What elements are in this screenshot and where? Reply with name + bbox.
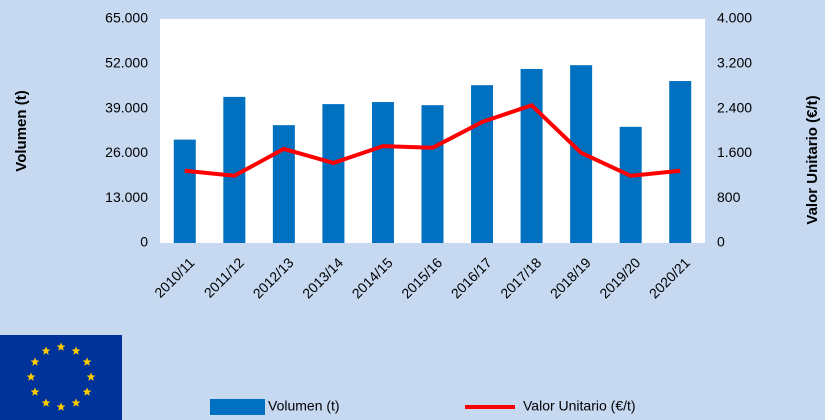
flag-star — [26, 372, 36, 381]
x-tick-label: 2014/15 — [349, 254, 396, 301]
y-tick-label: 52.000 — [105, 55, 148, 71]
flag-star — [82, 387, 92, 396]
y-tick-label: 39.000 — [105, 99, 148, 115]
bar — [223, 96, 246, 243]
bar — [619, 126, 642, 243]
flag-star — [41, 346, 51, 355]
bar — [471, 85, 494, 243]
y2-tick-label: 1.600 — [717, 144, 752, 160]
bar — [421, 105, 444, 244]
bar — [272, 125, 295, 243]
y-tick-label: 26.000 — [105, 144, 148, 160]
y2-tick-label: 800 — [717, 189, 741, 205]
y2-tick-label: 0 — [717, 234, 725, 250]
x-tick-label: 2010/11 — [151, 254, 198, 301]
legend-label: Valor Unitario (€/t) — [523, 398, 636, 414]
bar — [322, 104, 345, 244]
y-tick-label: 13.000 — [105, 189, 148, 205]
x-tick-label: 2018/19 — [547, 254, 594, 301]
x-tick-label: 2012/13 — [250, 254, 297, 301]
x-tick-label: 2016/17 — [448, 254, 495, 301]
legend-label: Volumen (t) — [268, 398, 340, 414]
x-tick-label: 2013/14 — [299, 254, 346, 301]
legend-swatch — [210, 399, 265, 415]
flag-star — [56, 342, 66, 351]
y-tick-label: 0 — [140, 234, 148, 250]
bar — [173, 139, 196, 243]
bar — [669, 81, 692, 244]
x-tick-label: 2019/20 — [596, 254, 643, 301]
y2-tick-label: 2.400 — [717, 99, 752, 115]
bar — [520, 68, 543, 243]
flag-star — [71, 398, 81, 407]
x-tick-label: 2011/12 — [201, 254, 248, 301]
y2-tick-label: 3.200 — [717, 55, 752, 71]
flag-star — [30, 357, 40, 366]
line — [184, 103, 681, 178]
y2-tick-label: 4.000 — [717, 10, 752, 26]
x-tick-label: 2015/16 — [398, 254, 445, 301]
flag-stars — [26, 342, 96, 411]
y-axis-title: Volumen (t) — [13, 90, 30, 171]
flag-star — [86, 372, 96, 381]
x-tick-label: 2020/21 — [646, 254, 693, 301]
eu-flag — [0, 335, 122, 420]
flag-star — [71, 346, 81, 355]
flag-star — [56, 402, 66, 411]
y2-axis-title: Valor Unitario (€/t) — [804, 95, 821, 224]
flag-star — [82, 357, 92, 366]
y-tick-label: 65.000 — [105, 10, 148, 26]
x-tick-label: 2017/18 — [497, 254, 544, 301]
flag-star — [41, 398, 51, 407]
flag-star — [30, 387, 40, 396]
bar — [371, 102, 394, 243]
